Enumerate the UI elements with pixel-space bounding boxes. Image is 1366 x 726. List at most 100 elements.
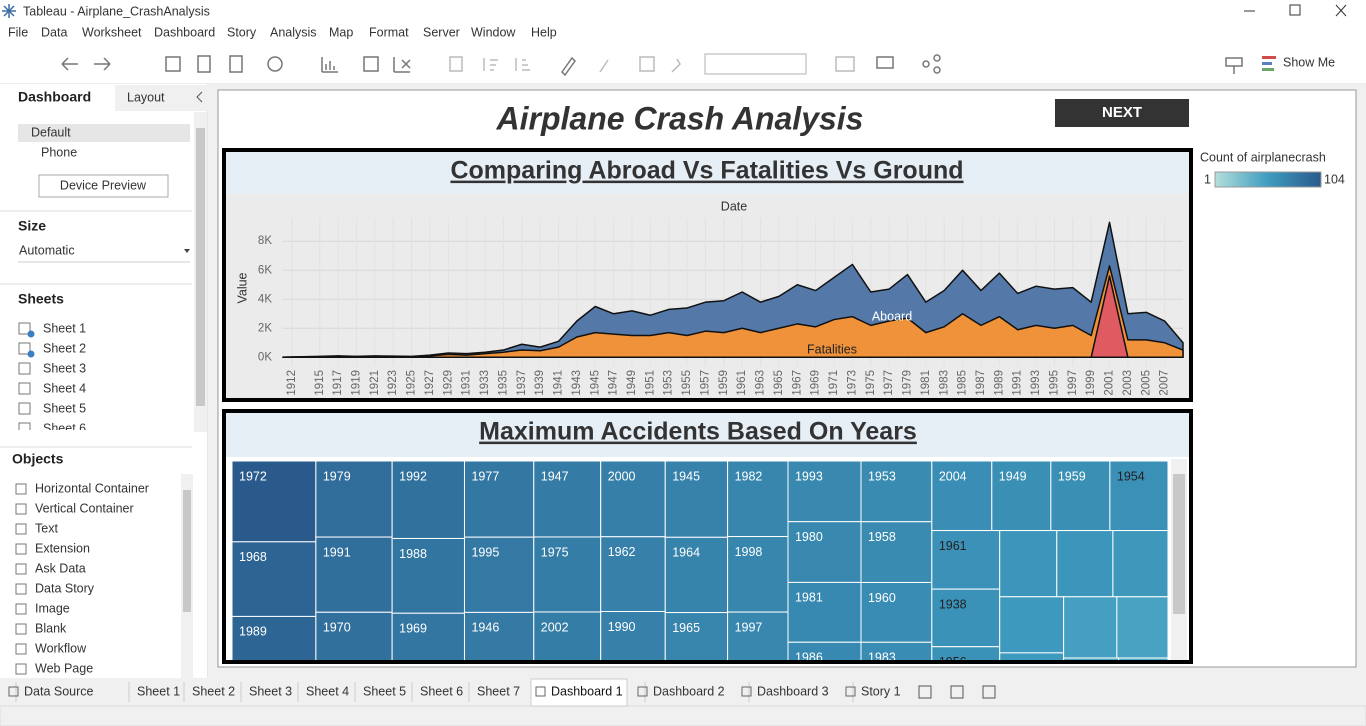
refresh-icon[interactable] bbox=[267, 56, 283, 72]
sheet-item[interactable]: Sheet 5 bbox=[43, 401, 86, 415]
collapse-button[interactable] bbox=[196, 91, 203, 103]
close-button[interactable] bbox=[1335, 4, 1347, 17]
sheet-tab[interactable]: Sheet 3 bbox=[249, 684, 292, 698]
sheet-item[interactable]: Sheet 6 bbox=[43, 421, 86, 435]
section-heading: Sheets bbox=[18, 291, 64, 307]
treemap-cell bbox=[533, 461, 602, 538]
undo-icon[interactable] bbox=[61, 57, 78, 71]
x-tick-label: 1925 bbox=[406, 370, 418, 396]
duplicate-icon[interactable] bbox=[363, 56, 379, 72]
menu-item[interactable]: Help bbox=[531, 25, 557, 39]
x-tick-label: 1977 bbox=[883, 370, 895, 396]
object-item[interactable]: Ask Data bbox=[35, 561, 86, 575]
object-item[interactable]: Vertical Container bbox=[35, 501, 134, 515]
sheet-tab[interactable]: Dashboard 3 bbox=[757, 684, 829, 698]
treemap-cell bbox=[787, 641, 862, 660]
save-icon[interactable] bbox=[165, 56, 181, 72]
x-tick-label: 1935 bbox=[497, 370, 509, 396]
objects-scroll-thumb[interactable] bbox=[183, 490, 191, 612]
sidebar-scroll-thumb[interactable] bbox=[196, 128, 205, 406]
size-dropdown-arrow[interactable] bbox=[184, 249, 190, 253]
device-preview-button[interactable] bbox=[38, 174, 169, 198]
treemap-label: 2004 bbox=[939, 469, 967, 483]
presentation-icon[interactable] bbox=[876, 56, 894, 69]
sidebar-tab[interactable]: Layout bbox=[127, 90, 165, 104]
redo-icon[interactable] bbox=[94, 57, 111, 71]
object-item[interactable]: Image bbox=[35, 601, 70, 615]
device-preview-label[interactable]: Device Preview bbox=[60, 178, 147, 192]
next-button[interactable] bbox=[1055, 99, 1189, 127]
sheet-item[interactable]: Sheet 1 bbox=[43, 321, 86, 335]
sheet-tab[interactable]: Story 1 bbox=[861, 684, 901, 698]
sheet-item[interactable]: Sheet 2 bbox=[43, 341, 86, 355]
treemap-scroll-thumb[interactable] bbox=[1173, 474, 1185, 614]
x-tick-label: 1927 bbox=[424, 370, 436, 396]
menu-item[interactable]: Dashboard bbox=[154, 25, 215, 39]
menu-item[interactable]: Format bbox=[369, 25, 409, 39]
x-tick-label: 1937 bbox=[516, 370, 528, 396]
menu-item[interactable]: Data bbox=[41, 25, 67, 39]
menu-item[interactable]: Window bbox=[471, 25, 516, 39]
x-tick-label: 1923 bbox=[387, 370, 399, 396]
object-item[interactable]: Web Page bbox=[35, 661, 93, 675]
menu-item[interactable]: Map bbox=[329, 25, 353, 39]
sidebar-tab[interactable]: Dashboard bbox=[18, 89, 91, 105]
chart-title: Maximum Accidents Based On Years bbox=[479, 418, 917, 446]
sort-asc-icon[interactable] bbox=[483, 58, 498, 71]
treemap-label: 1960 bbox=[868, 591, 896, 605]
app-icon bbox=[2, 4, 16, 18]
treemap-cell bbox=[999, 596, 1065, 654]
object-item[interactable]: Data Story bbox=[35, 581, 95, 595]
menu-item[interactable]: Worksheet bbox=[82, 25, 142, 39]
sheet-tab[interactable]: Sheet 4 bbox=[306, 684, 349, 698]
device-option[interactable]: Phone bbox=[41, 145, 77, 159]
show-me-button[interactable]: Show Me bbox=[1283, 55, 1335, 69]
group-icon[interactable] bbox=[599, 59, 609, 73]
object-icon bbox=[15, 523, 27, 535]
sheet-tab[interactable]: Sheet 5 bbox=[363, 684, 406, 698]
sheet-tab[interactable]: Sheet 1 bbox=[137, 684, 180, 698]
label-icon[interactable] bbox=[639, 56, 655, 72]
x-tick-label: 1912 bbox=[286, 370, 298, 396]
new-sheet-icon[interactable] bbox=[321, 57, 338, 73]
swap-icon[interactable] bbox=[449, 56, 463, 72]
treemap: 1972196819891967197919911970199419921988… bbox=[232, 461, 1168, 660]
highlight-icon[interactable] bbox=[561, 56, 576, 77]
sheet-item[interactable]: Sheet 3 bbox=[43, 361, 86, 375]
object-item[interactable]: Text bbox=[35, 521, 58, 535]
sheet-tab[interactable]: Sheet 7 bbox=[477, 684, 520, 698]
restore-button[interactable] bbox=[1289, 4, 1301, 16]
new-tab-button[interactable] bbox=[950, 685, 964, 699]
object-item[interactable]: Blank bbox=[35, 621, 67, 635]
fit-dropdown[interactable] bbox=[704, 53, 807, 75]
menu-item[interactable]: Analysis bbox=[270, 25, 317, 39]
pause-icon[interactable] bbox=[229, 55, 243, 73]
device-option[interactable]: Default bbox=[31, 125, 71, 139]
object-item[interactable]: Workflow bbox=[35, 641, 87, 655]
fix-axes-icon[interactable] bbox=[671, 58, 681, 73]
next-button-label[interactable]: NEXT bbox=[1102, 104, 1142, 121]
menu-item[interactable]: File bbox=[8, 25, 28, 39]
menu-item[interactable]: Server bbox=[423, 25, 460, 39]
format-icon[interactable] bbox=[1225, 57, 1243, 74]
x-tick-label: 1999 bbox=[1085, 370, 1097, 396]
object-item[interactable]: Extension bbox=[35, 541, 90, 555]
sheet-tab[interactable]: Dashboard 2 bbox=[653, 684, 725, 698]
sort-desc-icon[interactable] bbox=[515, 58, 530, 71]
new-tab-button[interactable] bbox=[918, 685, 932, 699]
treemap-label: 1982 bbox=[735, 469, 763, 483]
sheet-tab[interactable]: Sheet 2 bbox=[192, 684, 235, 698]
object-item[interactable]: Horizontal Container bbox=[35, 481, 149, 495]
sheet-tab[interactable]: Dashboard 1 bbox=[551, 684, 623, 698]
sheet-tab[interactable]: Sheet 6 bbox=[420, 684, 463, 698]
show-cards-icon[interactable] bbox=[835, 56, 855, 72]
sheet-item[interactable]: Sheet 4 bbox=[43, 381, 86, 395]
new-tab-button[interactable] bbox=[982, 685, 996, 699]
sheet-tab[interactable]: Data Source bbox=[24, 684, 94, 698]
new-datasource-icon[interactable] bbox=[197, 55, 211, 73]
treemap-cell bbox=[391, 461, 465, 539]
size-value[interactable]: Automatic bbox=[19, 243, 75, 257]
clear-icon[interactable] bbox=[393, 57, 411, 73]
menu-item[interactable]: Story bbox=[227, 25, 257, 39]
object-list: Horizontal Container Vertical Container Te… bbox=[15, 481, 149, 675]
